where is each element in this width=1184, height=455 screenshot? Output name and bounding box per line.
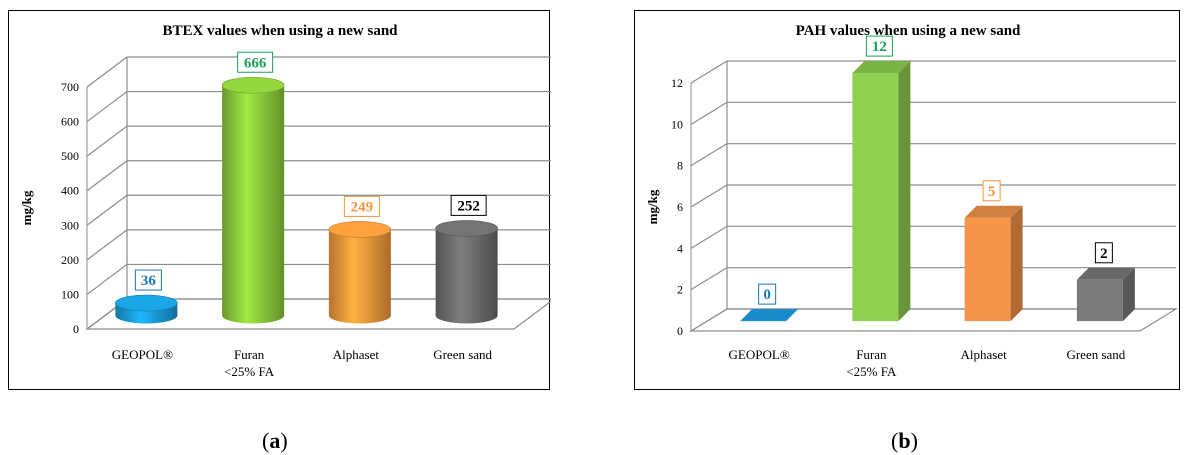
chart-floor <box>688 308 1179 332</box>
bar-body <box>328 229 391 324</box>
y-tick-label: 100 <box>61 287 79 301</box>
category-label: Green sand <box>433 347 492 362</box>
y-tick-label: 400 <box>61 184 79 198</box>
gridline-depth <box>690 101 728 125</box>
chart-title: BTEX values when using a new sand <box>162 23 398 39</box>
gridline-depth <box>690 267 728 291</box>
bar <box>964 205 1023 322</box>
pah-chart: PAH values when using a new sand mg/kg 0 2 4… <box>645 23 1179 379</box>
bar <box>115 294 178 324</box>
bar <box>740 309 799 322</box>
caption-a: (a) <box>262 428 288 453</box>
bar-front <box>1076 279 1123 322</box>
data-label: 12 <box>872 39 887 55</box>
gridline-depth <box>690 143 728 167</box>
data-label-box <box>343 195 380 217</box>
bar-side <box>1010 205 1023 322</box>
data-label-box <box>237 51 274 73</box>
y-tick-label: 0 <box>677 324 683 338</box>
gridline-depth <box>86 91 128 123</box>
gridline-depth <box>86 229 128 261</box>
y-tick-label: 700 <box>61 80 79 94</box>
bar-side <box>1122 267 1135 322</box>
category-label: Alphaset <box>333 347 380 362</box>
category-label: <25% FA <box>846 364 897 379</box>
data-label: 666 <box>244 55 267 71</box>
gridline-depth <box>690 225 728 249</box>
gridline-depth <box>86 160 128 192</box>
bar-body <box>435 228 498 324</box>
y-axis-label: mg/kg <box>19 190 34 225</box>
bar <box>852 61 911 322</box>
y-axis-label: mg/kg <box>645 189 660 224</box>
category-label: Furan <box>234 347 265 362</box>
gridline-depth <box>86 56 128 88</box>
data-label: 36 <box>141 273 157 289</box>
bar-top <box>115 294 178 312</box>
bar-body <box>222 85 285 324</box>
data-label-box <box>982 180 1001 202</box>
category-label: Furan <box>856 347 887 362</box>
y-tick-label: 300 <box>61 218 79 232</box>
data-label-box <box>758 283 777 305</box>
bar <box>221 76 285 324</box>
bar-top <box>328 221 392 238</box>
gridline-depth <box>690 60 728 84</box>
bar <box>328 221 392 324</box>
category-label: GEOPOL® <box>112 347 173 362</box>
y-tick-label: 0 <box>73 322 79 336</box>
y-tick-label: 10 <box>671 117 683 131</box>
data-label: 252 <box>457 198 480 214</box>
category-label: Alphaset <box>961 347 1008 362</box>
y-tick-label: 2 <box>677 283 683 297</box>
bar-top <box>964 205 1023 218</box>
y-tick-label: 8 <box>677 159 683 173</box>
caption-b: (b) <box>891 428 918 453</box>
y-tick-label: 500 <box>61 149 79 163</box>
bar-top <box>852 61 911 74</box>
gridline-depth <box>86 125 128 157</box>
bar-flat <box>740 309 799 322</box>
data-label-box <box>865 35 893 57</box>
bar <box>1076 267 1135 322</box>
category-label: <25% FA <box>224 364 275 379</box>
btex-chart: BTEX values when using a new sand mg/kg 0 1… <box>19 23 551 379</box>
data-label: 0 <box>763 287 771 303</box>
data-label-box <box>134 269 162 291</box>
category-label: GEOPOL® <box>729 347 790 362</box>
chart-title: PAH values when using a new sand <box>796 23 1021 39</box>
gridline-depth <box>690 184 728 208</box>
gridline-depth <box>86 263 128 295</box>
y-tick-label: 200 <box>61 253 79 267</box>
bar-front <box>964 217 1011 322</box>
bar-side <box>898 61 911 322</box>
bar-top <box>221 76 285 94</box>
bar-top <box>1076 267 1135 280</box>
y-tick-label: 4 <box>677 241 683 255</box>
y-tick-label: 12 <box>671 76 683 90</box>
y-tick-label: 600 <box>61 115 79 129</box>
chart-panel-btex: BTEX values when using a new sand mg/kg 0 1… <box>8 10 551 390</box>
y-tick-label: 6 <box>677 200 683 214</box>
chart-floor <box>85 298 551 330</box>
data-label: 5 <box>988 184 996 200</box>
data-label: 249 <box>351 199 374 215</box>
data-label-box <box>450 194 487 216</box>
data-label-box <box>1094 242 1113 264</box>
bar-top <box>435 220 498 237</box>
bar <box>435 220 498 324</box>
gridline-depth <box>86 194 128 226</box>
category-label: Green sand <box>1066 347 1125 362</box>
data-label: 2 <box>1100 246 1108 262</box>
bar-front <box>852 73 899 322</box>
chart-panel-pah: PAH values when using a new sand mg/kg 0 2 4… <box>634 10 1180 390</box>
